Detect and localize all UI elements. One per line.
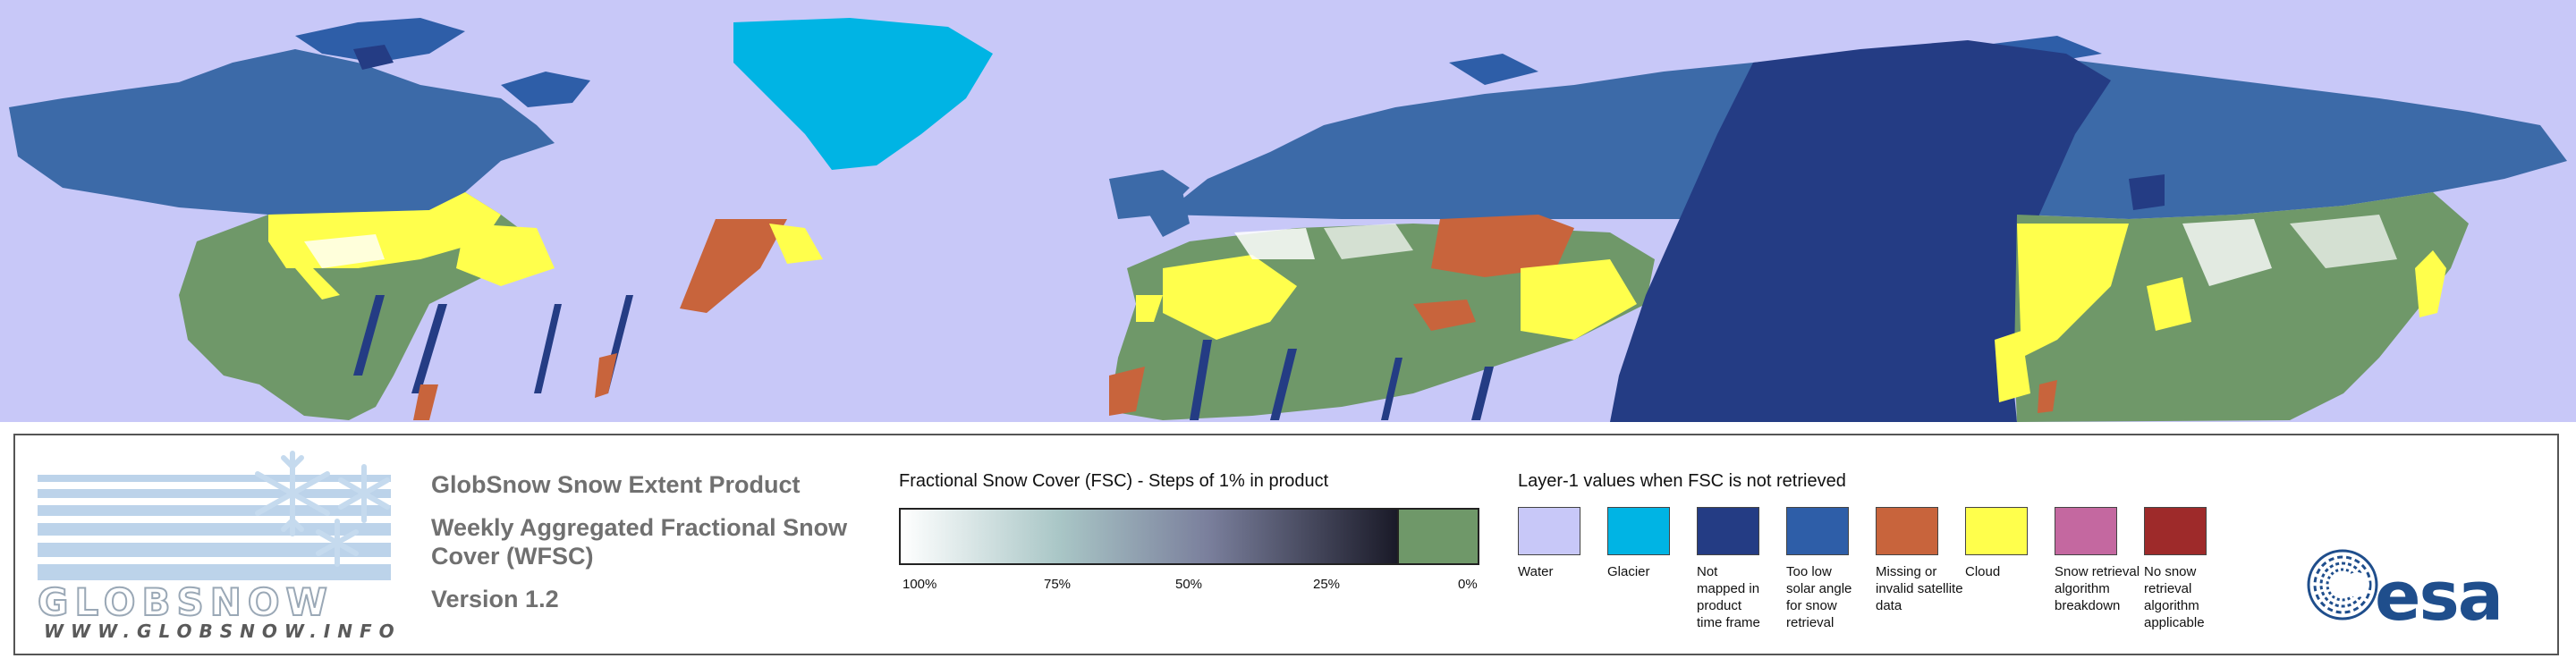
swatch-water <box>1518 507 1580 555</box>
snowflake-icon <box>239 444 409 570</box>
label-cloud: Cloud <box>1965 564 2001 579</box>
product-subtitle-line2: Cover (WFSC) <box>431 543 594 570</box>
snow-cover-map <box>0 0 2576 422</box>
swatch-algorithm-breakdown <box>2055 507 2117 555</box>
not-mapped-swath <box>1610 40 2111 422</box>
label-glacier: Glacier <box>1607 564 1650 579</box>
fsc-tick: 75% <box>1044 577 1072 592</box>
world-map-svg <box>9 18 2567 422</box>
product-version: Version 1.2 <box>431 586 559 612</box>
swatch-low-solar-angle <box>1786 507 1849 555</box>
swatch-glacier <box>1607 507 1670 555</box>
label-low-solar-angle: Too low solar angle for snow retrieval <box>1786 564 1852 630</box>
esa-swirl-icon <box>2305 547 2381 623</box>
fsc-zero-swatch <box>1397 508 1479 565</box>
label-not-mapped: Not mapped in product time frame <box>1697 564 1760 630</box>
label-water: Water <box>1518 564 1554 579</box>
fsc-tick: 100% <box>902 577 937 592</box>
arctic-islands <box>295 18 465 63</box>
globsnow-wordmark: GLOBSNOW <box>37 579 334 625</box>
fsc-tick: 25% <box>1313 577 1341 592</box>
eurasia-missing-block <box>1431 215 1574 277</box>
legend-panel: GLOBSNOW WWW.GLOBSNOW.INFO GlobSnow Snow… <box>13 434 2559 655</box>
label-no-retrieval: No snow retrieval algorithm applicable <box>2144 564 2205 630</box>
fsc-tick: 0% <box>1458 577 1478 592</box>
layer1-heading: Layer-1 values when FSC is not retrieved <box>1518 471 1846 491</box>
globsnow-logo-stripes <box>38 475 391 582</box>
swatch-no-retrieval <box>2144 507 2207 555</box>
product-title: GlobSnow Snow Extent Product <box>431 471 801 498</box>
swatch-not-mapped <box>1697 507 1759 555</box>
greenland-glacier <box>733 18 993 170</box>
globsnow-url: WWW.GLOBSNOW.INFO <box>44 621 402 642</box>
esa-wordmark: esa <box>2375 556 2504 636</box>
fsc-heading: Fractional Snow Cover (FSC) - Steps of 1… <box>899 471 1329 491</box>
swatch-missing-data <box>1876 507 1938 555</box>
fsc-tick: 50% <box>1175 577 1203 592</box>
north-america-snow <box>9 49 555 215</box>
label-algorithm-breakdown: Snow retrieval algorithm breakdown <box>2055 564 2140 613</box>
label-missing-data: Missing or invalid satellite data <box>1876 564 1963 613</box>
product-subtitle-line1: Weekly Aggregated Fractional Snow <box>431 514 848 541</box>
fsc-color-ramp <box>899 508 1399 565</box>
na-missing-strip <box>680 219 787 313</box>
swatch-cloud <box>1965 507 2028 555</box>
